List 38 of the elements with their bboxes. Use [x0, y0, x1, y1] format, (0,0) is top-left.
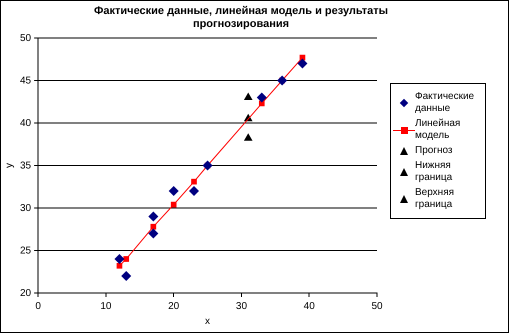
point [123, 256, 130, 262]
point [148, 228, 158, 238]
point [121, 271, 132, 281]
point [114, 254, 124, 264]
point [244, 92, 253, 100]
point [116, 262, 122, 269]
point [170, 202, 177, 208]
point [191, 178, 197, 184]
y-tick-label: 30 [20, 202, 32, 214]
y-axis-title: y [4, 163, 15, 168]
x-tick-label: 40 [304, 300, 316, 312]
point [148, 212, 158, 222]
x-tick-label: 20 [168, 300, 180, 312]
y-tick-label: 50 [20, 32, 32, 44]
y-tick-label: 25 [20, 245, 32, 256]
legend-label: Прогноз [415, 145, 453, 157]
x-tick-label: 0 [35, 300, 42, 312]
legend-label: Фактические данные [415, 91, 476, 115]
y-tick-label: 35 [20, 160, 32, 172]
y-tick-label: 20 [20, 288, 32, 299]
point [168, 186, 179, 196]
point [277, 76, 288, 86]
point [297, 58, 308, 68]
legend-label: Верхняя граница [415, 187, 456, 211]
x-axis-title: x [205, 316, 210, 327]
x-tick-label: 50 [371, 300, 383, 312]
y-tick-label: 45 [20, 75, 32, 86]
point [189, 186, 200, 196]
x-tick-label: 30 [236, 300, 248, 312]
point [202, 160, 213, 170]
point [256, 92, 267, 102]
point [150, 224, 156, 230]
y-tick-label: 40 [20, 118, 32, 129]
point [244, 133, 253, 141]
legend-label: Нижняя граница [415, 160, 454, 184]
legend-label: Линейная модель [415, 118, 462, 142]
x-tick-label: 10 [100, 300, 112, 312]
chart-title: Фактические данные, линейная модель и результаты прогнозирования [93, 5, 389, 31]
